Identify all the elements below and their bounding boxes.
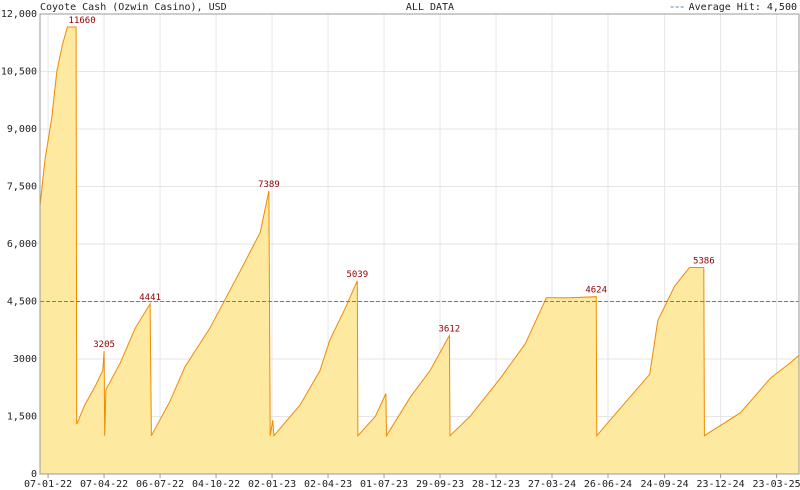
x-tick-label: 24-09-24	[641, 479, 689, 490]
x-tick-label: 29-09-23	[416, 479, 464, 490]
y-tick-label: 4,500	[7, 297, 37, 308]
y-tick-label: 3000	[13, 354, 37, 365]
x-tick-label: 06-07-22	[136, 479, 184, 490]
y-tick-label: 7,500	[7, 182, 37, 193]
y-tick-label: 9,000	[7, 124, 37, 135]
data-label: 11660	[69, 16, 96, 26]
x-tick-label: 23-03-25	[753, 479, 800, 490]
line	[39, 26, 800, 438]
x-tick-label: 04-10-22	[192, 479, 240, 490]
data-label: 5039	[346, 270, 368, 280]
x-tick-label: 26-06-24	[584, 479, 632, 490]
x-tick-label: 01-07-23	[360, 479, 408, 490]
x-tick-label: 28-12-23	[472, 479, 520, 490]
chart-subtitle: ALL DATA	[406, 2, 454, 13]
y-tick-label: 0	[31, 469, 37, 480]
chart-title: Coyote Cash (Ozwin Casino), USD	[40, 2, 227, 13]
y-tick-label: 1,500	[7, 412, 37, 423]
x-tick-label: 02-04-23	[304, 479, 352, 490]
plot-frame	[39, 13, 800, 475]
legend-label: Average Hit: 4,500	[689, 2, 797, 13]
data-label: 4624	[585, 286, 607, 296]
data-label: 3205	[93, 340, 115, 350]
x-tick-label: 02-01-23	[248, 479, 296, 490]
x-tick-label: 27-03-24	[528, 479, 576, 490]
y-tick-label: 6,000	[7, 239, 37, 250]
area	[40, 27, 799, 474]
x-tick-label: 23-12-24	[697, 479, 745, 490]
data-label: 3612	[439, 325, 461, 335]
y-tick-label: 10,500	[1, 67, 37, 78]
data-label: 4441	[139, 293, 161, 303]
data-label: 5386	[693, 257, 715, 267]
x-tick-label: 07-04-22	[80, 479, 128, 490]
data-label: 7389	[258, 180, 280, 190]
x-tick-label: 07-01-22	[24, 479, 72, 490]
y-tick-label: 12,000	[1, 9, 37, 20]
